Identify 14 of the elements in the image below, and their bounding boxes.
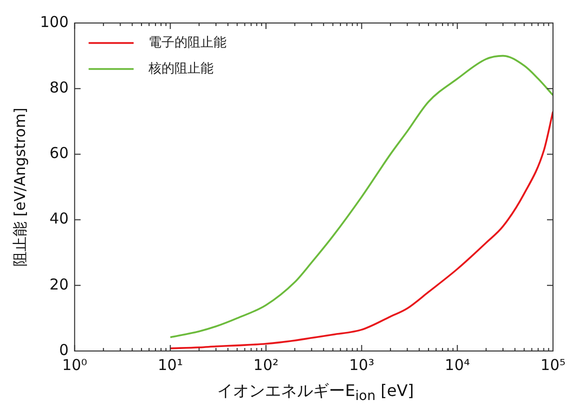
legend-label: 核的阻止能 — [148, 61, 214, 76]
x-tick-label: 10⁴ — [444, 356, 470, 374]
y-tick-label: 20 — [50, 275, 69, 294]
y-axis-title: 阻止能 [eV/Angstrom] — [10, 108, 29, 266]
y-tick-label: 60 — [50, 144, 69, 162]
x-tick-label: 10³ — [349, 356, 374, 374]
y-tick-label: 80 — [50, 78, 69, 96]
y-tick-label: 100 — [40, 12, 69, 31]
legend-label: 電子的阻止能 — [148, 35, 227, 50]
x-tick-label: 10² — [253, 356, 279, 374]
x-axis-title: イオンエネルギーE$_{ion}$ [eV] — [216, 381, 415, 404]
x-tick-label: 10¹ — [158, 356, 183, 374]
x-tick-label: 10⁵ — [540, 356, 566, 374]
y-tick-label: 40 — [50, 210, 69, 228]
